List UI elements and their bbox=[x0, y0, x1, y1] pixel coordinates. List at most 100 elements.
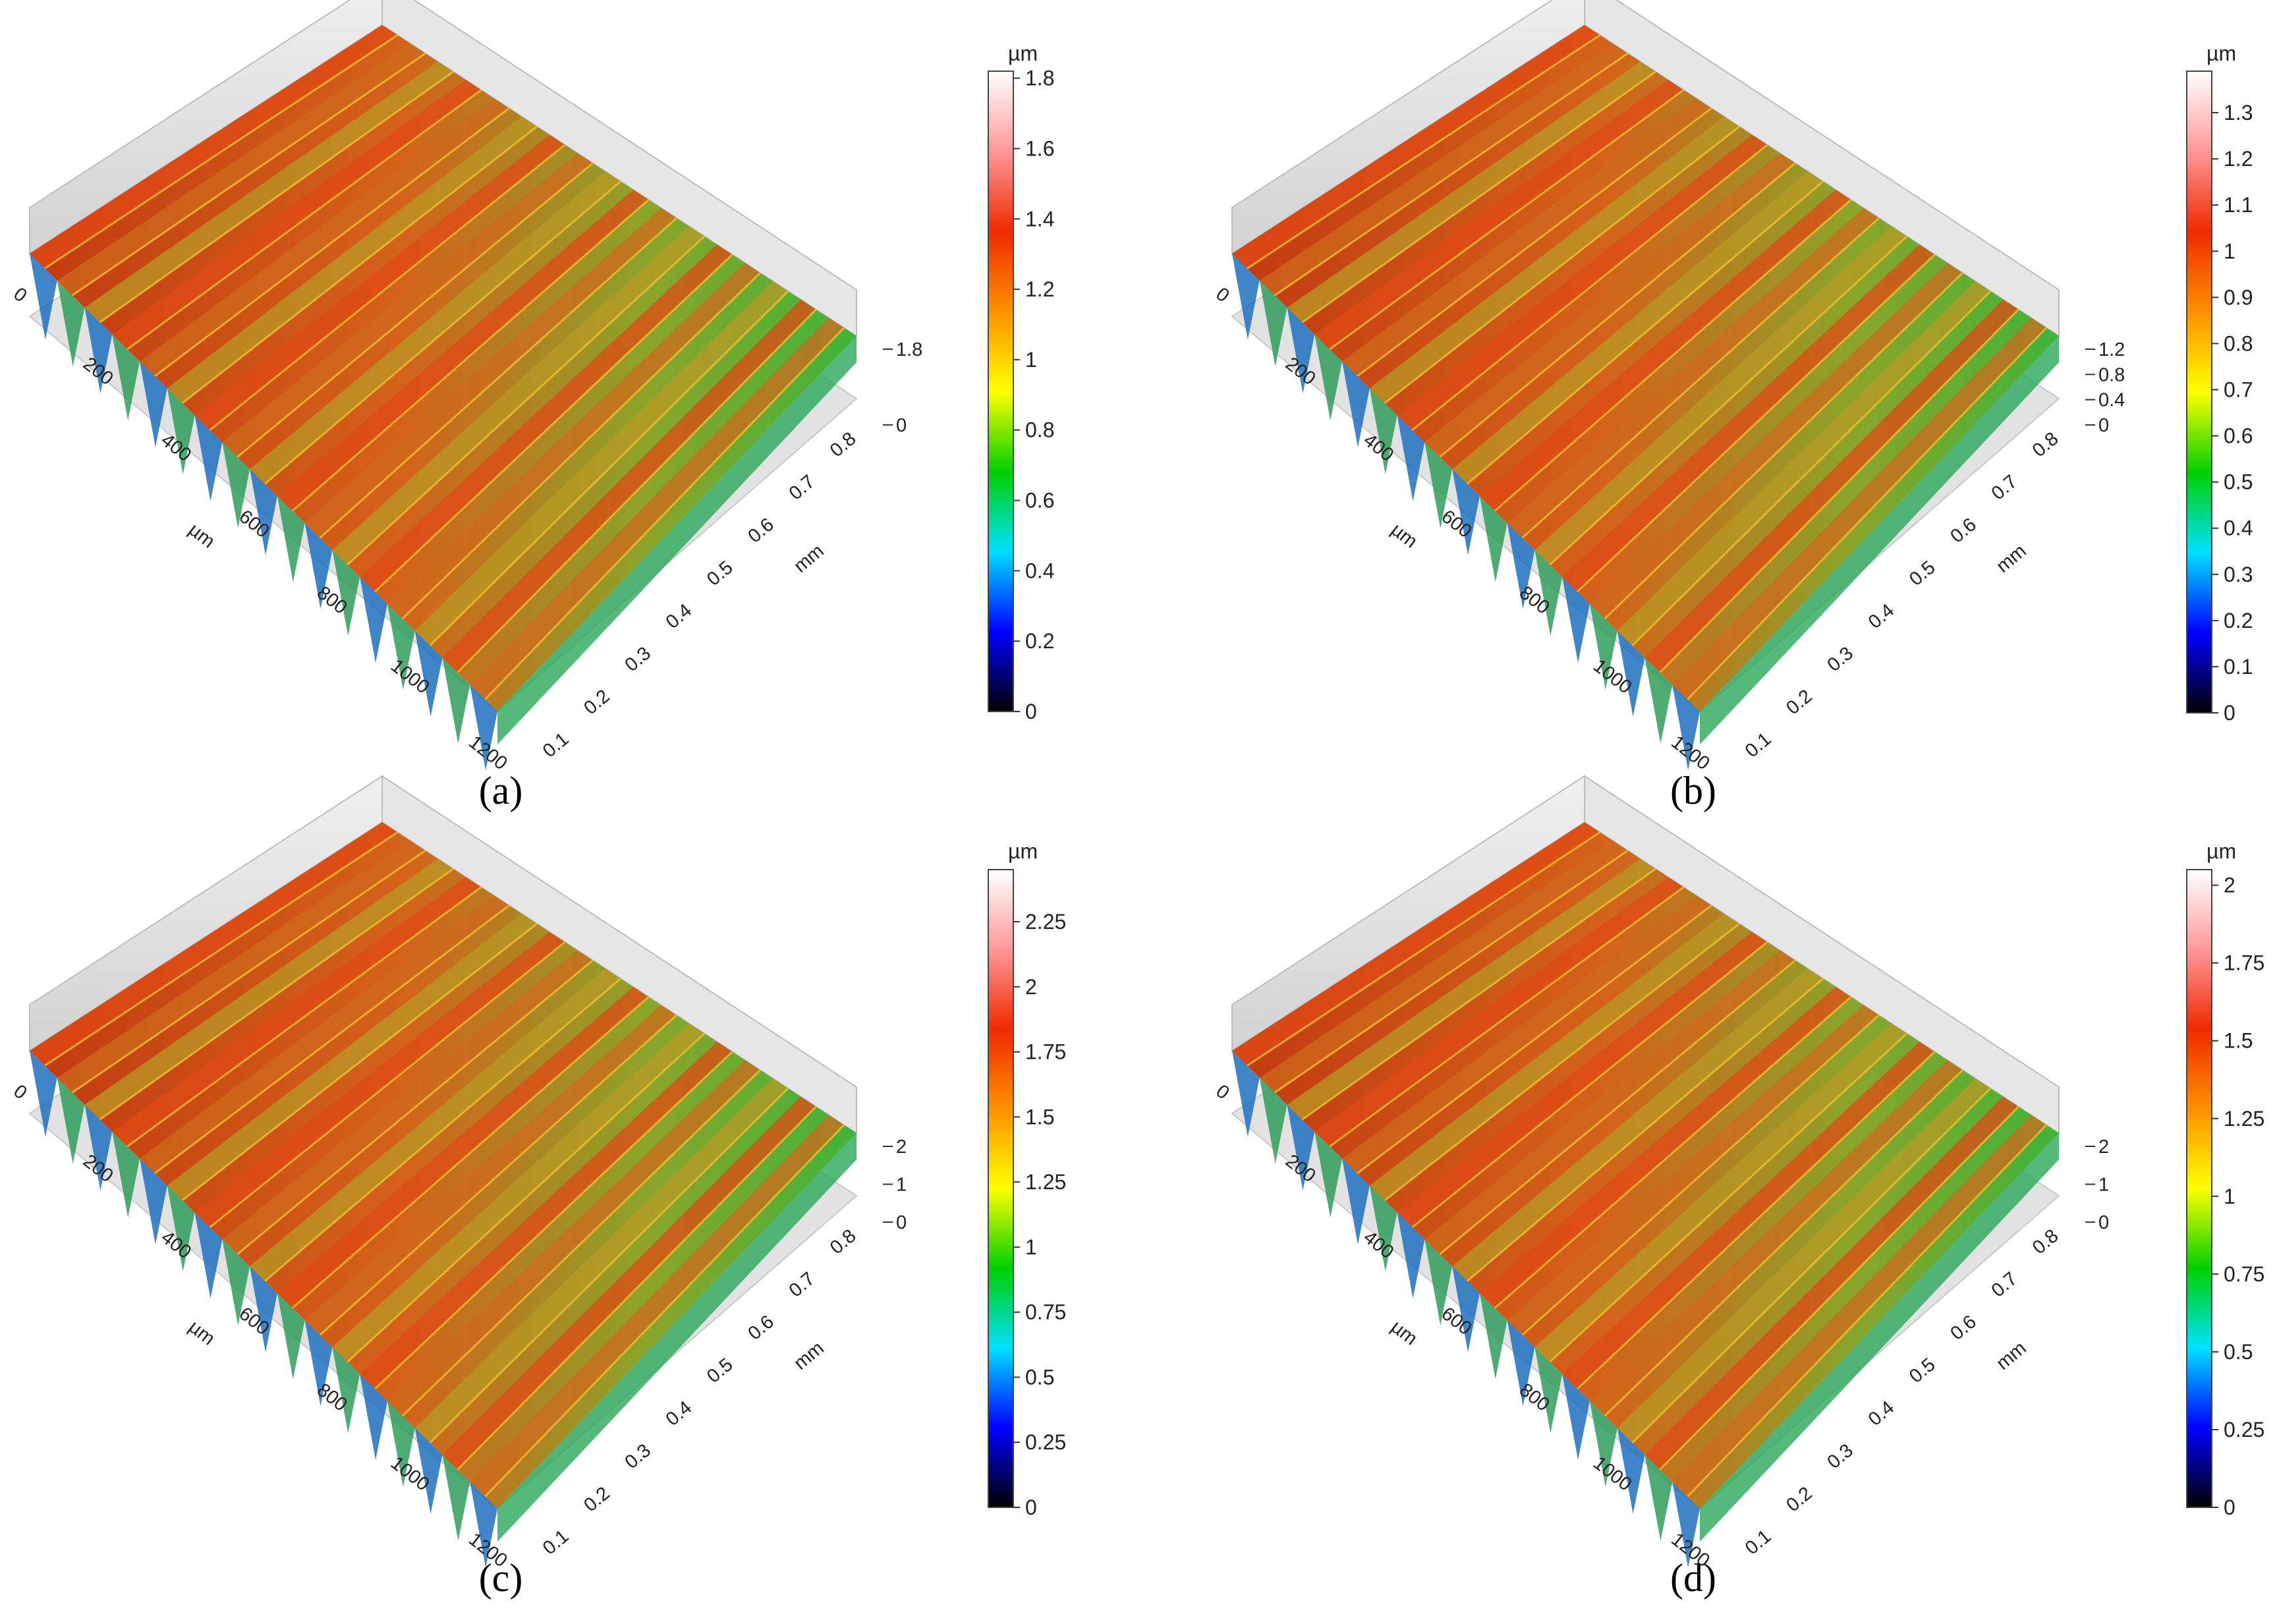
colorbar bbox=[988, 70, 1014, 712]
ridge-highlight bbox=[1467, 978, 1824, 1282]
surface-ridge bbox=[332, 1023, 705, 1362]
colorbar-tick-label: 1 bbox=[1025, 1235, 1037, 1259]
surface-ridge bbox=[1452, 171, 1824, 484]
ridge-highlight bbox=[319, 1014, 677, 1336]
surface-ridge bbox=[222, 950, 593, 1254]
colorbar-tick-label: 0 bbox=[2224, 701, 2235, 725]
front-profile bbox=[1562, 576, 1590, 663]
depth-axis-unit: mm bbox=[1992, 1337, 2031, 1374]
ridge-highlight bbox=[1411, 144, 1768, 431]
z-tick-label: 1 bbox=[2098, 1175, 2109, 1196]
front-profile bbox=[1589, 1401, 1617, 1487]
ridge-highlight bbox=[71, 849, 426, 1094]
colorbar-tick-label: 0.25 bbox=[2224, 1418, 2264, 1442]
surface-ridge bbox=[277, 986, 649, 1308]
z-tick-label: 1.2 bbox=[2098, 339, 2125, 360]
surface-ridge bbox=[1534, 1023, 1907, 1362]
front-profile bbox=[1369, 1185, 1397, 1272]
surface-ridge bbox=[1287, 61, 1656, 323]
depth-tick-label: 0.7 bbox=[1988, 1268, 2021, 1301]
front-profile bbox=[1287, 307, 1315, 394]
ridge-highlight bbox=[1274, 52, 1629, 296]
ridge-highlight bbox=[181, 922, 538, 1202]
surface-ridge bbox=[1589, 1059, 1963, 1416]
front-profile bbox=[1479, 1293, 1507, 1380]
surface-ridge bbox=[1452, 968, 1824, 1281]
front-profile bbox=[1644, 1455, 1673, 1541]
surface-ridge bbox=[84, 858, 453, 1120]
ridge-highlight bbox=[1301, 868, 1656, 1121]
ridge-highlight bbox=[401, 1069, 761, 1417]
colorbar-tick-label: 1.25 bbox=[1025, 1170, 1066, 1194]
depth-tick-label: 0.2 bbox=[1782, 686, 1816, 719]
surface-ridge bbox=[112, 80, 482, 350]
surface-ridge bbox=[1259, 840, 1628, 1093]
depth-tick-label: 0.3 bbox=[1824, 643, 1857, 676]
surface-ridge bbox=[414, 1078, 789, 1443]
panel-c: 020040060080010001200µm0.10.20.30.40.50.… bbox=[9, 775, 1066, 1600]
x-tick-label: 0 bbox=[9, 1080, 30, 1104]
surface-ridge bbox=[30, 25, 398, 269]
ridge-highlight bbox=[429, 290, 789, 646]
front-profile bbox=[414, 630, 443, 717]
ridge-highlight bbox=[429, 1087, 789, 1443]
colorbar bbox=[988, 869, 1014, 1508]
colorbar-tick-label: 0.9 bbox=[2224, 285, 2253, 309]
side-profile bbox=[497, 1133, 857, 1542]
front-profile bbox=[360, 1374, 387, 1461]
front-profile bbox=[360, 576, 387, 663]
ridge-highlight bbox=[319, 217, 677, 539]
colorbar-tick-label: 0.4 bbox=[2224, 517, 2253, 540]
front-profile bbox=[1259, 280, 1287, 367]
front-profile bbox=[84, 1104, 113, 1191]
ridge-highlight bbox=[1604, 1069, 1963, 1417]
colorbar-tick-label: 0.6 bbox=[2224, 424, 2253, 448]
ridge-highlight bbox=[1384, 922, 1740, 1202]
depth-tick-label: 0.1 bbox=[1741, 1526, 1775, 1559]
depth-tick-label: 0.6 bbox=[744, 1311, 777, 1344]
colorbar-tick-label: 0.25 bbox=[1025, 1430, 1066, 1454]
ridge-highlight bbox=[1687, 1124, 2048, 1498]
ridge-highlight bbox=[99, 868, 454, 1121]
colorbar-tick-label: 0 bbox=[1025, 700, 1037, 723]
front-profile bbox=[277, 495, 305, 582]
surface-ridge bbox=[222, 153, 593, 457]
depth-axis-unit: mm bbox=[790, 540, 828, 577]
ridge-highlight bbox=[1659, 308, 2019, 673]
colorbar-tick-label: 0.2 bbox=[1025, 629, 1054, 653]
colorbar-tick-label: 1.8 bbox=[1025, 67, 1054, 90]
colorbar-tick-label: 0.75 bbox=[1025, 1301, 1066, 1324]
surface-ridge bbox=[360, 244, 733, 592]
z-tick-label: 1 bbox=[896, 1175, 907, 1196]
ridge-highlight bbox=[126, 886, 482, 1148]
x-tick-label: 0 bbox=[9, 283, 30, 306]
depth-tick-label: 0.6 bbox=[1946, 1311, 1980, 1344]
ridge-highlight bbox=[1494, 996, 1852, 1309]
ridge-highlight bbox=[291, 199, 650, 512]
ridge-highlight bbox=[291, 996, 650, 1309]
front-profile bbox=[1534, 1347, 1563, 1434]
ridge-highlight bbox=[71, 52, 426, 296]
front-profile bbox=[1507, 1320, 1535, 1407]
x-axis-unit: µm bbox=[184, 519, 219, 552]
panel-b: 020040060080010001200µm0.10.20.30.40.50.… bbox=[1212, 0, 2253, 812]
ridge-highlight bbox=[1439, 959, 1796, 1255]
ridge-highlight bbox=[209, 941, 566, 1228]
ridge-highlight bbox=[99, 70, 454, 323]
front-profile bbox=[250, 1266, 277, 1353]
z-tick-label: 0 bbox=[2098, 1212, 2109, 1233]
depth-tick-label: 0.4 bbox=[1865, 600, 1898, 632]
panel-d: 020040060080010001200µm0.10.20.30.40.50.… bbox=[1212, 775, 2264, 1600]
surface-ridge bbox=[360, 1042, 733, 1389]
surface-ridge bbox=[1397, 134, 1768, 430]
front-profile bbox=[1644, 658, 1673, 744]
depth-tick-label: 0.6 bbox=[1946, 514, 1980, 547]
surface-ridge bbox=[30, 822, 398, 1066]
surface-ridge bbox=[57, 840, 426, 1093]
surface-ridge bbox=[1232, 822, 1600, 1066]
surface-ridge bbox=[57, 43, 426, 296]
colorbar bbox=[2186, 869, 2212, 1508]
depth-tick-label: 0.7 bbox=[785, 471, 819, 504]
colorbar-tick-label: 1.1 bbox=[2224, 193, 2253, 217]
surface-ridge bbox=[112, 877, 482, 1147]
